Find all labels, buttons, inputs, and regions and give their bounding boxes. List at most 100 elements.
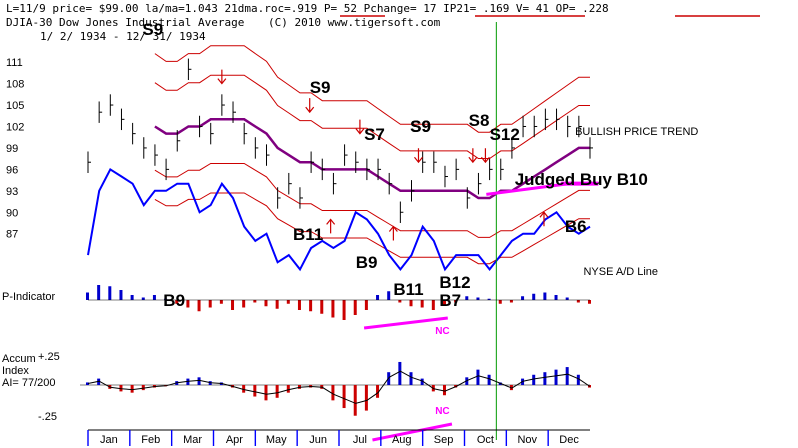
accum-index-bar xyxy=(197,377,201,385)
p-indicator-bar xyxy=(487,298,491,300)
sell-arrow-icon xyxy=(355,119,365,135)
signal-label-0: S9 xyxy=(142,20,163,39)
accum-index-bar xyxy=(420,378,424,385)
p-indicator-label-1: B9 xyxy=(163,291,185,310)
y-tick-label: 105 xyxy=(6,100,24,112)
p-indicator-label-2: B7 xyxy=(439,291,461,310)
p-indicator-bar xyxy=(309,300,313,312)
accum-index-bar xyxy=(576,374,580,385)
accum-index-bar xyxy=(242,385,246,393)
p-indicator-bar xyxy=(219,300,223,304)
header-line-3: 1/ 2/ 1934 - 12/ 31/ 1934 xyxy=(40,30,206,43)
p-indicator-bar xyxy=(420,300,424,308)
accum-index-bar xyxy=(364,385,368,411)
lower-band xyxy=(154,163,590,238)
accum-label-0: Accum xyxy=(2,353,36,365)
signal-label-1: S9 xyxy=(310,78,331,97)
header-line-2b: (C) 2010 www.tigersoft.com xyxy=(268,16,441,29)
accum-index-bar xyxy=(141,385,145,391)
outer-upper-band xyxy=(154,45,590,133)
p-indicator-bar xyxy=(297,300,301,310)
accum-label-3: NC xyxy=(435,406,449,417)
signal-label-9: B11 xyxy=(293,225,323,244)
p-indicator-bar xyxy=(253,300,257,303)
p-indicator-bar xyxy=(465,296,469,300)
y-tick-label: 87 xyxy=(6,229,18,241)
month-label-Dec: Dec xyxy=(559,434,579,446)
p-indicator-bar xyxy=(454,300,458,303)
signal-label-8: B6 xyxy=(565,217,587,236)
sell-arrow-icon xyxy=(414,148,423,164)
p-indicator-bar xyxy=(97,285,101,300)
p-indicator-bar xyxy=(242,300,246,308)
p-indicator-bar xyxy=(398,300,402,303)
month-label-Jun: Jun xyxy=(309,434,327,446)
p-indicator-bar xyxy=(86,292,89,300)
p-indicator-bar xyxy=(554,295,558,300)
accum-index-bar xyxy=(398,361,402,385)
p-indicator-bar xyxy=(141,297,145,300)
accum-index-bar xyxy=(565,367,569,385)
accum-index-bar xyxy=(342,385,346,409)
p-indicator-bar xyxy=(565,297,569,300)
p-indicator-bar xyxy=(543,292,547,300)
p-indicator-bar xyxy=(164,298,168,300)
accum-index-bar xyxy=(409,372,413,385)
p-indicator-bar xyxy=(442,300,446,305)
y-tick-label: 96 xyxy=(6,164,18,176)
y-tick-label: 108 xyxy=(6,79,24,91)
signal-label-12: B12 xyxy=(439,273,470,292)
p-indicator-bar xyxy=(331,300,335,318)
y-tick-label: 111 xyxy=(6,57,23,69)
judged-buy-arrow xyxy=(486,182,570,196)
sell-arrow-icon xyxy=(480,148,490,164)
p-indicator-bar xyxy=(186,300,190,308)
signal-label-6: S12 xyxy=(490,125,520,144)
month-label-Aug: Aug xyxy=(392,434,412,446)
accum-index-bar xyxy=(275,385,279,398)
buy-arrow-icon xyxy=(326,218,336,234)
p-indicator-bar xyxy=(275,300,279,309)
accum-index-bar xyxy=(487,374,491,385)
p-indicator-bar xyxy=(152,295,156,300)
sell-arrow-icon xyxy=(468,148,478,164)
buy-arrow-icon xyxy=(539,211,549,227)
month-label-Apr: Apr xyxy=(226,434,243,446)
signal-label-13: BULLISH PRICE TREND xyxy=(575,126,698,138)
p-indicator-bar xyxy=(342,300,346,320)
month-label-Jan: Jan xyxy=(100,434,118,446)
accum-index-bar xyxy=(442,385,446,396)
p-indicator-bar xyxy=(364,300,368,310)
y-tick-label: 102 xyxy=(6,121,24,133)
month-label-Jul: Jul xyxy=(353,434,367,446)
p-indicator-bar xyxy=(576,300,580,303)
p-indicator-bar xyxy=(409,300,413,307)
accum-index-bar xyxy=(186,378,190,385)
p-indicator-bar xyxy=(509,300,513,303)
ad-line xyxy=(87,167,591,272)
accum-index-bar xyxy=(264,385,268,401)
p-indicator-bar xyxy=(197,300,201,312)
p-indicator-bar xyxy=(353,300,357,315)
p-indicator-bar xyxy=(498,300,502,304)
y-tick-label: 90 xyxy=(6,207,18,219)
accum-tick-bottom: -.25 xyxy=(38,411,57,423)
month-label-Mar: Mar xyxy=(183,434,202,446)
accum-index-bar xyxy=(476,369,480,385)
p-indicator-bar xyxy=(108,286,112,300)
signal-label-14: NYSE A/D Line xyxy=(583,266,658,278)
accum-index-bar xyxy=(376,385,380,398)
outer-lower-band xyxy=(154,192,590,265)
month-label-Oct: Oct xyxy=(477,434,494,446)
y-tick-label: 93 xyxy=(6,186,18,198)
accum-index-bar xyxy=(331,385,335,401)
header-line-1: L=11/9 price= $99.00 la/ma=1.043 21dma.r… xyxy=(6,2,609,15)
accum-index-bar xyxy=(353,385,357,416)
accum-index-bar xyxy=(86,382,89,385)
sell-arrow-icon xyxy=(217,69,227,85)
month-label-May: May xyxy=(266,434,287,446)
p-indicator-bar xyxy=(376,295,380,300)
p-indicator-bar xyxy=(387,291,391,300)
